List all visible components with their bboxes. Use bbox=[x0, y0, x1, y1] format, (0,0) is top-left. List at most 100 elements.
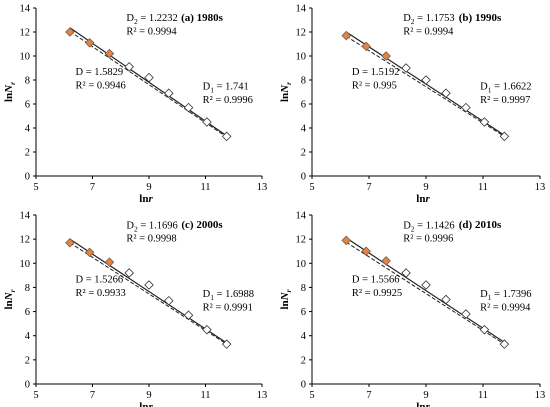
data-point-open bbox=[221, 339, 232, 349]
data-point-filled bbox=[84, 38, 95, 48]
y-tick-label: 0 bbox=[25, 172, 30, 183]
annotation-r2c: R² = 0.9994 bbox=[480, 302, 531, 313]
data-point-open bbox=[401, 63, 411, 73]
annotation-r2b: R² = 0.995 bbox=[352, 80, 397, 91]
annotation-r2c: R² = 0.9997 bbox=[480, 95, 530, 106]
x-tick-label: 7 bbox=[366, 390, 371, 401]
data-point-open bbox=[164, 88, 174, 98]
y-tick-label: 12 bbox=[296, 28, 307, 39]
annotation-d1: D1 = 1.741 bbox=[203, 82, 249, 95]
chart-panel-2: 0 2 4 6 8 10 12 14 5 7 9 11 13 lnr lnNr (b) 1990s D2 = 1… bbox=[279, 4, 545, 206]
annotation-d2: D2 = 1.1426 bbox=[403, 220, 454, 233]
panel-title: (b) 1990s bbox=[459, 12, 502, 24]
annotation-d2: D2 = 1.2232 bbox=[126, 13, 177, 26]
fit-line-dashed bbox=[69, 30, 227, 138]
data-point-open bbox=[441, 88, 451, 98]
annotation-r2a: R² = 0.9996 bbox=[403, 234, 453, 245]
data-point-open bbox=[401, 268, 411, 278]
annotation-r2b: R² = 0.9925 bbox=[352, 288, 402, 299]
x-tick-label: 13 bbox=[257, 182, 268, 193]
fit-line-solid bbox=[69, 27, 228, 137]
y-tick-label: 4 bbox=[25, 124, 31, 135]
data-point-open bbox=[124, 62, 134, 72]
y-axis-label: lnNr bbox=[3, 82, 17, 102]
data-point-filled bbox=[65, 27, 75, 37]
x-tick-label: 11 bbox=[478, 182, 488, 193]
x-tick-label: 9 bbox=[146, 390, 151, 401]
y-tick-label: 8 bbox=[25, 283, 30, 294]
data-point-filled bbox=[104, 257, 115, 267]
fit-line-dashed bbox=[69, 242, 227, 345]
x-tick-label: 5 bbox=[33, 182, 38, 193]
data-point-filled bbox=[65, 237, 75, 248]
x-tick-label: 7 bbox=[366, 182, 371, 193]
panel-title: (d) 2010s bbox=[459, 219, 502, 231]
data-point-open bbox=[124, 268, 134, 278]
data-point-open bbox=[441, 294, 451, 305]
annotation-d1: D1 = 1.6988 bbox=[203, 289, 254, 302]
y-tick-label: 8 bbox=[301, 76, 306, 87]
data-point-open bbox=[461, 309, 471, 319]
annotation-d: D = 1.5266 bbox=[76, 275, 124, 286]
y-tick-label: 4 bbox=[301, 331, 307, 342]
x-tick-label: 13 bbox=[535, 182, 546, 193]
fit-line-dashed bbox=[345, 35, 505, 137]
x-tick-label: 7 bbox=[90, 390, 95, 401]
annotation-d1: D1 = 1.7396 bbox=[480, 289, 531, 302]
data-point-open bbox=[202, 324, 212, 335]
panel-title: (a) 1980s bbox=[181, 12, 224, 24]
annotation-r2a: R² = 0.9994 bbox=[126, 26, 177, 37]
annotation-d2: D2 = 1.1753 bbox=[403, 13, 454, 26]
x-tick-label: 13 bbox=[535, 390, 546, 401]
x-tick-label: 11 bbox=[478, 390, 488, 401]
y-tick-label: 12 bbox=[296, 235, 307, 246]
x-tick-label: 9 bbox=[423, 182, 428, 193]
data-point-filled bbox=[341, 30, 351, 41]
y-tick-label: 12 bbox=[20, 28, 31, 39]
y-tick-label: 6 bbox=[25, 307, 30, 318]
y-tick-label: 6 bbox=[25, 100, 30, 111]
x-tick-label: 7 bbox=[90, 182, 95, 193]
y-tick-label: 6 bbox=[301, 307, 306, 318]
y-tick-label: 10 bbox=[296, 52, 307, 63]
y-tick-label: 6 bbox=[301, 100, 306, 111]
data-point-open bbox=[183, 310, 194, 320]
x-axis-label: lnr bbox=[416, 193, 430, 205]
annotation-r2a: R² = 0.9998 bbox=[126, 234, 176, 245]
panel-title: (c) 2000s bbox=[181, 219, 223, 231]
data-point-open bbox=[421, 280, 431, 290]
data-point-open bbox=[499, 131, 510, 142]
fit-line-solid bbox=[345, 237, 505, 343]
x-tick-label: 5 bbox=[309, 390, 314, 401]
y-tick-label: 8 bbox=[301, 283, 306, 294]
y-tick-label: 0 bbox=[25, 380, 30, 391]
annotation-r2b: R² = 0.9933 bbox=[76, 288, 126, 299]
y-tick-label: 2 bbox=[301, 148, 306, 159]
y-tick-label: 14 bbox=[296, 4, 307, 15]
annotation-r2b: R² = 0.9946 bbox=[76, 80, 126, 91]
data-point-open bbox=[421, 75, 431, 85]
y-axis-label: lnNr bbox=[279, 289, 293, 309]
data-point-open bbox=[479, 324, 490, 335]
y-tick-label: 14 bbox=[20, 4, 31, 15]
y-tick-label: 2 bbox=[25, 148, 30, 159]
y-axis-label: lnNr bbox=[3, 289, 17, 309]
x-tick-label: 9 bbox=[146, 182, 151, 193]
x-tick-label: 9 bbox=[423, 390, 428, 401]
y-tick-label: 14 bbox=[20, 211, 31, 222]
data-point-filled bbox=[104, 48, 115, 59]
y-tick-label: 12 bbox=[20, 235, 31, 246]
annotation-r2c: R² = 0.9991 bbox=[203, 302, 253, 313]
y-tick-label: 0 bbox=[301, 380, 306, 391]
y-tick-label: 10 bbox=[20, 259, 31, 270]
y-tick-label: 4 bbox=[301, 124, 307, 135]
annotation-d: D = 1.5829 bbox=[76, 67, 124, 78]
annotation-r2c: R² = 0.9996 bbox=[203, 95, 253, 106]
chart-panel-4: 0 2 4 6 8 10 12 14 5 7 9 11 13 lnr lnNr (d) 2010s D2 = 1… bbox=[279, 211, 545, 407]
annotation-d2: D2 = 1.1696 bbox=[126, 220, 177, 233]
y-tick-label: 0 bbox=[301, 172, 306, 183]
y-tick-label: 10 bbox=[296, 259, 307, 270]
data-point-filled bbox=[381, 256, 391, 266]
annotation-d: D = 1.5566 bbox=[352, 275, 400, 286]
data-point-filled bbox=[361, 246, 371, 256]
